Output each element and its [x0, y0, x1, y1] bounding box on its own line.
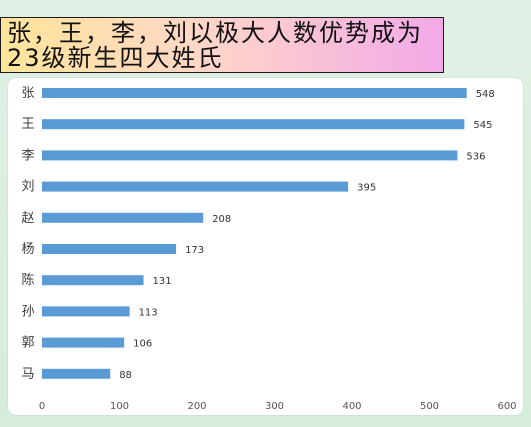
x-axis-tick-label: 200 — [187, 401, 206, 412]
bar — [42, 212, 204, 223]
category-label: 张 — [21, 86, 34, 101]
headline: 张，王，李，刘以极大人数优势成为 23级新生四大姓氏 — [0, 17, 444, 73]
value-label: 395 — [357, 183, 376, 194]
value-label: 113 — [139, 307, 158, 318]
value-label: 88 — [119, 370, 132, 381]
category-label: 李 — [21, 148, 34, 163]
x-axis-tick-label: 600 — [497, 401, 516, 412]
bar — [42, 244, 177, 254]
category-label: 孙 — [21, 304, 34, 319]
bar — [42, 150, 458, 161]
category-label: 王 — [21, 117, 34, 132]
bar — [42, 181, 349, 192]
chart-content: 张 548 王 545 李 536 刘 395 赵 208 杨 173 陈 131 孙 113 郭 106 马 88 0… — [21, 86, 516, 412]
bar — [42, 306, 130, 317]
value-label: 536 — [466, 151, 485, 162]
value-label: 173 — [185, 245, 204, 256]
value-label: 545 — [473, 120, 492, 131]
value-label: 106 — [133, 339, 152, 350]
category-label: 郭 — [21, 335, 34, 351]
value-label: 548 — [476, 89, 495, 100]
x-axis-tick-label: 300 — [265, 401, 284, 412]
bar — [42, 368, 111, 379]
category-label: 刘 — [21, 180, 34, 195]
bar — [42, 119, 465, 130]
value-label: 208 — [212, 214, 231, 225]
category-label: 赵 — [21, 211, 34, 226]
bar — [42, 275, 144, 286]
category-label: 陈 — [21, 272, 34, 288]
bar — [42, 337, 125, 348]
x-axis-tick-label: 0 — [39, 401, 45, 412]
category-label: 马 — [21, 367, 34, 382]
x-axis-tick-label: 100 — [110, 401, 129, 412]
x-axis-tick-label: 500 — [420, 401, 439, 412]
bar — [42, 88, 467, 98]
x-axis-tick-label: 400 — [342, 401, 361, 412]
value-label: 131 — [153, 276, 172, 287]
category-label: 杨 — [21, 242, 34, 257]
